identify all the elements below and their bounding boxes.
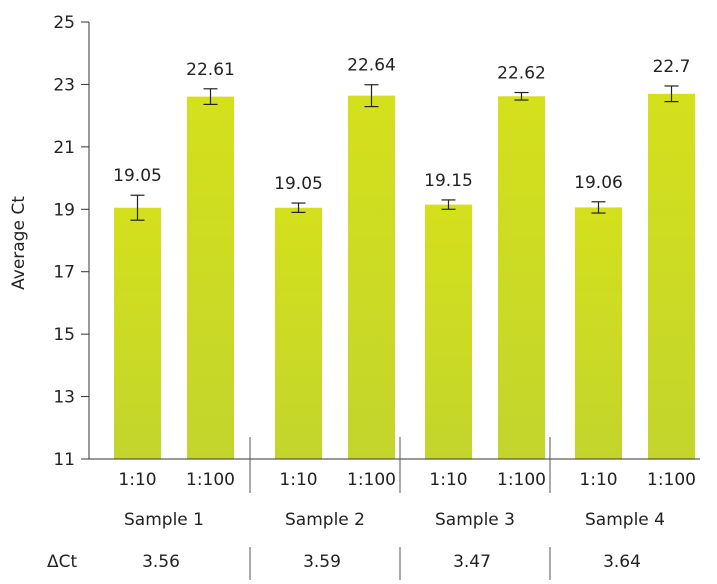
- data-label: 19.06: [574, 173, 623, 193]
- data-label: 22.62: [497, 64, 546, 84]
- bar: [425, 204, 472, 459]
- bars: 19.05 22.61 19.05 22.64 19.15 22.62 19.06 22.7: [113, 56, 695, 460]
- y-axis: 11 13 15 17 19 21 23 25: [53, 13, 90, 470]
- x-category-label: 1:100: [647, 470, 696, 490]
- y-tick-label: 17: [53, 263, 75, 283]
- delta-ct-value: 3.56: [142, 552, 180, 572]
- group-label: Sample 2: [285, 510, 365, 530]
- x-category-label: 1:10: [118, 470, 156, 490]
- y-tick-label: 11: [53, 450, 75, 470]
- delta-ct-value: 3.59: [303, 552, 341, 572]
- x-category-label: 1:10: [279, 470, 317, 490]
- delta-ct-value: 3.47: [453, 552, 491, 572]
- group-label: Sample 3: [435, 510, 515, 530]
- x-category-label: 1:100: [186, 470, 235, 490]
- bar: [348, 95, 395, 459]
- bar: [275, 207, 322, 459]
- x-category-label: 1:100: [347, 470, 396, 490]
- y-tick-label: 25: [53, 13, 75, 33]
- y-axis-title: Average Ct: [9, 196, 29, 290]
- data-label: 22.61: [186, 60, 235, 80]
- y-tick-label: 19: [53, 200, 75, 220]
- data-label: 19.05: [113, 166, 162, 186]
- x-category-label: 1:10: [429, 470, 467, 490]
- y-tick-label: 15: [53, 325, 75, 345]
- delta-ct-title: ΔCt: [47, 552, 77, 572]
- data-label: 22.7: [653, 57, 691, 77]
- y-tick-label: 21: [53, 138, 75, 158]
- bar: [575, 207, 622, 459]
- y-tick-label: 23: [53, 75, 75, 95]
- group-label: Sample 4: [585, 510, 665, 530]
- bar: [498, 96, 545, 459]
- x-category-label: 1:100: [497, 470, 546, 490]
- data-label: 22.64: [347, 56, 396, 76]
- bar: [187, 96, 234, 459]
- bar: [648, 93, 695, 460]
- data-label: 19.15: [424, 171, 473, 191]
- data-label: 19.05: [274, 174, 323, 194]
- x-category-label: 1:10: [579, 470, 617, 490]
- delta-ct-value: 3.64: [603, 552, 641, 572]
- group-label: Sample 1: [124, 510, 204, 530]
- x-axis: 1:10 1:100 Sample 1 3.56 1:10 1:100 Sample 2 3.…: [89, 437, 700, 580]
- bar: [114, 207, 161, 459]
- y-tick-label: 13: [53, 388, 75, 408]
